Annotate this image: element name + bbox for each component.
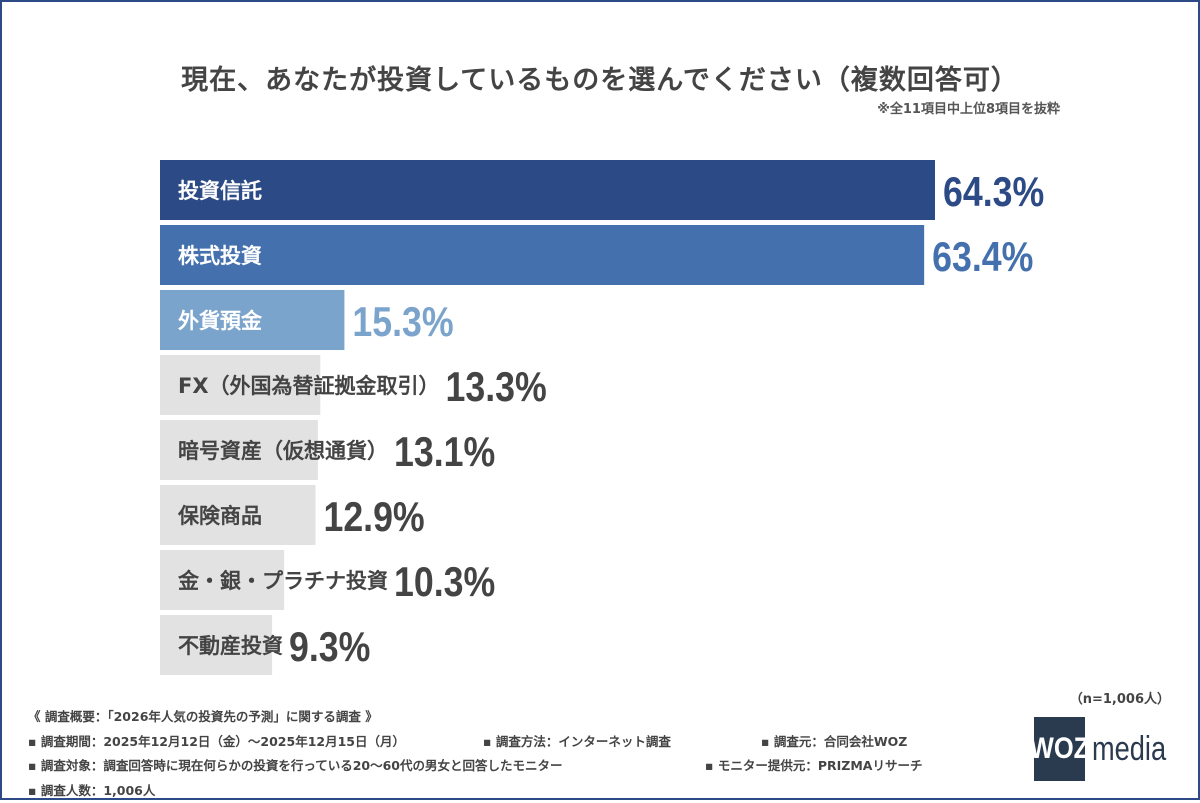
value-label: 63.4% [932, 234, 1033, 280]
value-label: 12.9% [323, 494, 424, 540]
logo-box: WOZ [1034, 717, 1085, 781]
bar [160, 160, 935, 220]
footer-row: ▪ 調査対象：調査回答時に現在何らかの投資を行っている20〜60代の男女と回答し… [28, 754, 922, 779]
survey-period: ▪ 調査期間：2025年12月12日（金）〜2025年12月15日（月） [28, 730, 483, 755]
survey-target: ▪ 調査対象：調査回答時に現在何らかの投資を行っている20〜60代の男女と回答し… [28, 754, 705, 779]
value-label: 13.1% [394, 429, 495, 475]
sample-size: （n=1,006人） [1070, 688, 1170, 707]
category-label: 株式投資 [178, 244, 262, 268]
monitor-provider: ▪ モニター提供元：PRIZMAリサーチ [705, 754, 922, 779]
category-label: 保険商品 [177, 504, 262, 528]
survey-summary: 《 調査概要：「2026年人気の投資先の予測」に関する調査 》 ▪ 調査期間：2… [28, 705, 922, 803]
logo-text: media [1092, 730, 1166, 769]
category-label: 金・銀・プラチナ投資 [177, 569, 388, 593]
footer-row: ▪ 調査人数：1,006人 [28, 779, 922, 803]
value-label: 64.3% [943, 169, 1044, 215]
category-label: 暗号資産（仮想通貨） [178, 439, 388, 463]
category-label: 外貨預金 [178, 309, 263, 333]
survey-source: ▪ 調査元：合同会社WOZ [761, 730, 907, 755]
value-label: 13.3% [446, 364, 547, 410]
value-label: 10.3% [394, 559, 495, 605]
bar [160, 225, 924, 285]
survey-method: ▪ 調査方法：インターネット調査 [483, 730, 761, 755]
footer-row: ▪ 調査期間：2025年12月12日（金）〜2025年12月15日（月）▪ 調査… [28, 730, 922, 755]
category-label: 投資信託 [178, 179, 262, 203]
woz-media-logo: WOZ media [1034, 717, 1184, 781]
value-label: 9.3% [289, 624, 370, 670]
value-label: 15.3% [352, 299, 453, 345]
survey-heading: 《 調査概要：「2026年人気の投資先の予測」に関する調査 》 [28, 705, 922, 730]
survey-count: ▪ 調査人数：1,006人 [28, 779, 155, 803]
category-label: 不動産投資 [178, 634, 283, 658]
category-label: FX（外国為替証拠金取引） [178, 374, 440, 398]
